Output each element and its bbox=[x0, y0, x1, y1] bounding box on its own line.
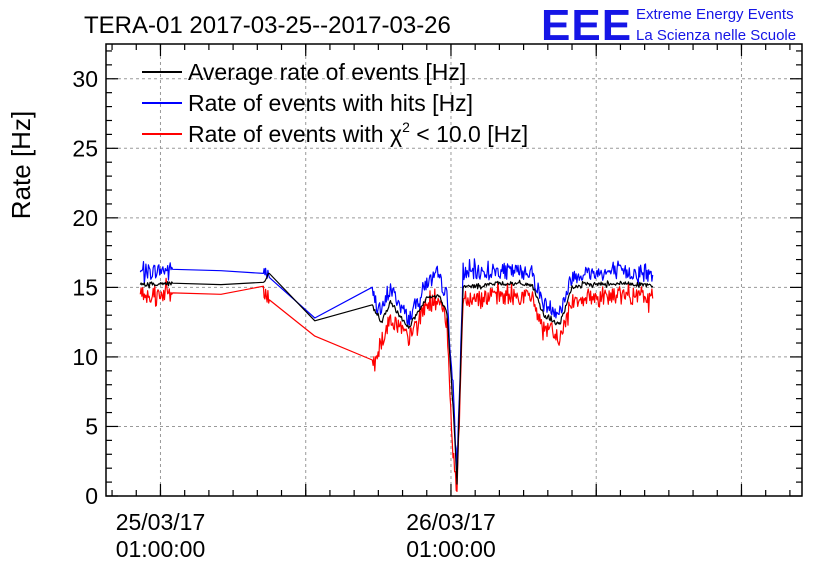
y-tick-label: 30 bbox=[72, 66, 98, 92]
x-tick-label-time: 01:00:00 bbox=[116, 536, 206, 562]
axis-ticks bbox=[106, 44, 802, 497]
x-tick-label-date: 25/03/17 bbox=[116, 509, 206, 535]
y-tick-label: 5 bbox=[85, 413, 98, 439]
series-layer bbox=[139, 258, 654, 492]
series-line-1 bbox=[139, 258, 654, 479]
logo-letters: EEE bbox=[541, 1, 632, 50]
plot-frame bbox=[105, 43, 803, 497]
x-tick-label-date: 26/03/17 bbox=[406, 509, 496, 535]
y-tick-label: 20 bbox=[72, 205, 98, 231]
legend: Average rate of events [Hz] Rate of even… bbox=[142, 59, 528, 147]
y-tick-label: 15 bbox=[72, 274, 98, 300]
series-line-0 bbox=[139, 272, 654, 485]
legend-label-hits: Rate of events with hits [Hz] bbox=[188, 90, 473, 116]
x-tick-label-time: 01:00:00 bbox=[406, 536, 496, 562]
eee-logo: EEE Extreme Energy Events La Scienza nel… bbox=[541, 1, 796, 50]
logo-line-1: Extreme Energy Events bbox=[636, 6, 794, 23]
y-tick-label: 10 bbox=[72, 344, 98, 370]
y-tick-labels: 0 5 10 15 20 25 30 bbox=[72, 66, 98, 509]
y-axis-label: Rate [Hz] bbox=[6, 111, 36, 219]
series-line-2 bbox=[139, 277, 654, 492]
legend-label-chi2: Rate of events with χ2 < 10.0 [Hz] bbox=[188, 119, 528, 147]
chart-title: TERA-01 2017-03-25--2017-03-26 bbox=[84, 12, 451, 39]
legend-label-average: Average rate of events [Hz] bbox=[188, 59, 466, 85]
y-tick-label: 25 bbox=[72, 135, 98, 161]
logo-line-2: La Scienza nelle Scuole bbox=[636, 27, 796, 44]
y-tick-label: 0 bbox=[85, 483, 98, 509]
